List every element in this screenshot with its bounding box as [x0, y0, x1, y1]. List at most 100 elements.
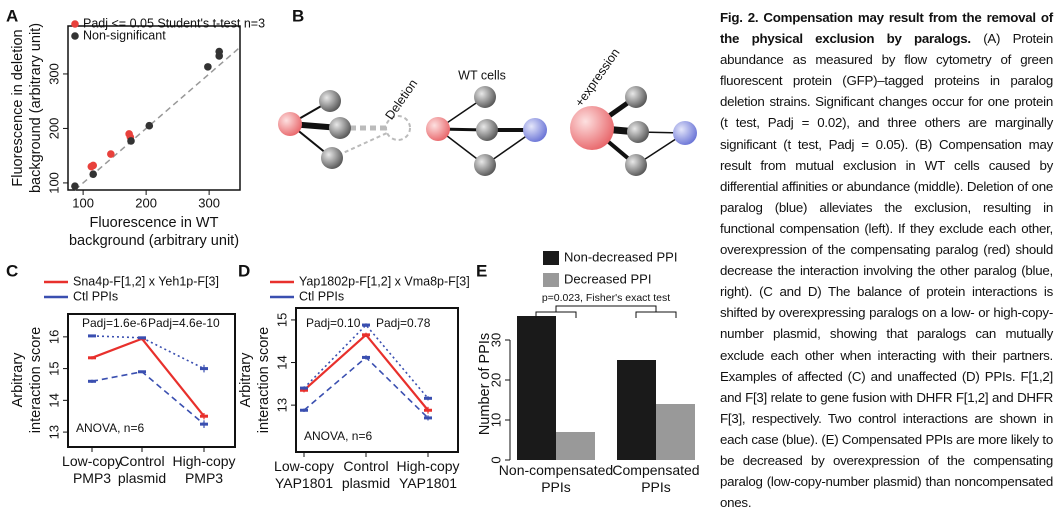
y-tick-label: 14	[274, 355, 289, 369]
x-tick-label: Low-copy PMP3	[62, 453, 122, 486]
identity-line	[74, 46, 241, 191]
y-axis-label: interaction score	[256, 327, 272, 433]
y-tick-label: 200	[46, 118, 61, 140]
series-line	[91, 370, 205, 425]
caption: Fig. 2. Compensation may result from the…	[720, 7, 1053, 513]
y-tick-label: 100	[46, 172, 61, 194]
y-axis-label: Arbitrary	[10, 352, 26, 408]
legend-label: Yap1802p-F[1,2] x Vma8p-F[3]	[299, 274, 470, 288]
point	[89, 161, 98, 170]
y-axis-label: Arbitrary	[238, 352, 254, 408]
point	[424, 396, 432, 400]
diagram-label: +expression	[572, 46, 622, 110]
point	[362, 323, 370, 327]
annotation: p=0.023, Fisher's exact test	[542, 292, 670, 304]
point	[107, 150, 115, 158]
legend-swatch	[71, 32, 79, 40]
diagram	[278, 86, 697, 176]
bar	[517, 316, 556, 460]
diagram-label: WT cells	[458, 68, 506, 82]
annotation: ANOVA, n=6	[304, 429, 372, 443]
bar	[656, 404, 695, 460]
legend-label: Ctl PPIs	[73, 289, 118, 303]
point	[300, 388, 308, 392]
y-tick-label: 0	[488, 456, 503, 463]
caption-title: Fig. 2. Compensation may result from the…	[720, 10, 1053, 47]
legend-label: Ctl PPIs	[299, 289, 344, 303]
x-tick-label: High-copy YAP1801	[396, 458, 460, 491]
bar	[617, 360, 656, 460]
annotation: Padj=4.6e-10	[148, 316, 220, 330]
point	[200, 422, 208, 426]
legend-label: Non-decreased PPI	[564, 249, 677, 264]
point	[138, 336, 146, 340]
panel-label: E	[476, 261, 487, 280]
legend-label: Sna4p-F[1,2] x Yeh1p-F[3]	[73, 274, 219, 288]
x-axis-label: Fluorescence in WT	[90, 215, 219, 231]
y-axis-label: Fluorescence in deletion	[10, 29, 26, 186]
x-tick-label: High-copy PMP3	[172, 453, 236, 486]
point	[215, 52, 224, 60]
plot-frame	[295, 307, 459, 453]
legend-label: Non-significant	[83, 28, 166, 42]
point	[127, 137, 135, 145]
plot-frame	[67, 313, 236, 448]
legend-label: Decreased PPI	[564, 271, 651, 286]
annotation: Padj=0.78	[376, 316, 431, 330]
point	[145, 121, 154, 130]
point	[424, 416, 432, 420]
y-tick-label: 15	[46, 361, 61, 375]
y-tick-label: 10	[488, 413, 503, 427]
y-axis-label: background (arbitrary unit)	[28, 23, 44, 193]
y-tick-label: 30	[488, 333, 503, 347]
y-tick-label: 13	[46, 425, 61, 439]
panel-label: C	[6, 261, 18, 280]
legend-swatch	[543, 251, 559, 265]
point	[300, 386, 308, 390]
point	[88, 334, 96, 338]
legend-label: Padj <= 0.05 Student's t-test n=3	[83, 16, 265, 30]
y-tick-label: 13	[274, 398, 289, 412]
annotation: Padj=0.10	[306, 316, 361, 330]
panel-label: A	[6, 6, 18, 25]
x-tick-label: Compensated PPIs	[612, 462, 700, 495]
point	[88, 356, 96, 360]
panel-label: D	[238, 261, 250, 280]
y-tick-label: 20	[488, 373, 503, 387]
annotation: ANOVA, n=6	[76, 421, 144, 435]
point	[89, 170, 98, 178]
x-tick-label: Non-compensated PPIs	[498, 462, 614, 495]
point	[200, 414, 208, 418]
x-axis-label: background (arbitrary unit)	[69, 233, 239, 249]
y-tick-label: 300	[46, 63, 61, 85]
point	[71, 182, 79, 190]
point	[362, 355, 370, 359]
legend-swatch	[71, 20, 79, 28]
point	[300, 408, 308, 412]
x-tick-label: Control plasmid	[117, 453, 167, 486]
point	[424, 408, 432, 412]
y-axis-label: Number of PPIs	[477, 333, 493, 435]
panel-label: B	[292, 6, 304, 25]
x-tick-label: 200	[135, 195, 157, 210]
bar	[556, 432, 595, 460]
y-tick-label: 16	[46, 330, 61, 344]
x-tick-label: Low-copy YAP1801	[274, 458, 334, 491]
point	[138, 370, 146, 374]
x-tick-label: 100	[72, 195, 94, 210]
x-tick-label: 300	[198, 195, 220, 210]
point	[200, 367, 208, 371]
point	[204, 63, 212, 71]
y-tick-label: 15	[274, 313, 289, 327]
caption-body: (A) Protein abundance as measured by flo…	[720, 31, 1053, 511]
point	[362, 333, 370, 337]
legend-swatch	[543, 273, 559, 287]
plot-frame	[67, 25, 241, 191]
y-tick-label: 14	[46, 393, 61, 407]
y-axis-label: interaction score	[28, 327, 44, 433]
significance-bracket	[535, 305, 677, 318]
x-tick-label: Control plasmid	[341, 458, 391, 491]
point	[88, 379, 96, 383]
